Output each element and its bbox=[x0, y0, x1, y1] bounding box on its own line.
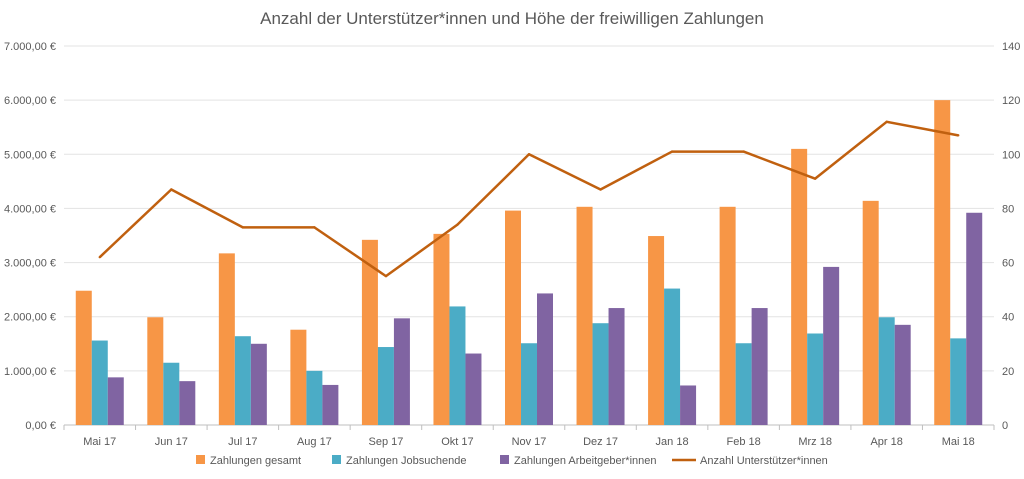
y-right-tick-label: 20 bbox=[1002, 366, 1014, 378]
line-point bbox=[885, 120, 888, 124]
y-left-tick-label: 4.000,00 € bbox=[4, 203, 56, 215]
bar bbox=[537, 293, 553, 425]
bar bbox=[179, 381, 196, 425]
bar bbox=[163, 362, 180, 425]
bar bbox=[966, 212, 983, 425]
y-left-tick-label: 1.000,00 € bbox=[4, 366, 56, 378]
bar bbox=[250, 343, 267, 425]
x-tick-label: Mrz 18 bbox=[798, 436, 832, 448]
x-tick-label: Aug 17 bbox=[297, 436, 332, 448]
line-point bbox=[384, 274, 388, 278]
legend-swatch bbox=[332, 455, 341, 464]
y-right-tick-label: 0 bbox=[1002, 420, 1008, 432]
line-series bbox=[98, 120, 960, 278]
y-right-tick-label: 100 bbox=[1002, 149, 1020, 161]
bar bbox=[894, 324, 911, 425]
y-right-tick-label: 40 bbox=[1002, 312, 1014, 324]
y-left-tick-label: 3.000,00 € bbox=[4, 258, 56, 270]
bar bbox=[664, 288, 681, 425]
line-point bbox=[456, 223, 459, 226]
y-axis-right: 0 20 40 60 80 100 120 140 bbox=[1002, 41, 1020, 432]
x-tick-label: Jul 17 bbox=[228, 436, 257, 448]
y-left-tick-label: 0,00 € bbox=[25, 420, 56, 432]
bar bbox=[950, 338, 967, 425]
x-axis: Mai 17 Jun 17 Jul 17 Aug 17 Sep 17 Okt 17 Nov … bbox=[63, 425, 995, 448]
y-left-tick-label: 2.000,00 € bbox=[4, 312, 56, 324]
bar bbox=[807, 333, 824, 425]
bar bbox=[592, 323, 609, 425]
bar bbox=[608, 308, 625, 425]
x-tick-label: Okt 17 bbox=[441, 436, 473, 448]
line-point bbox=[170, 188, 173, 191]
y-left-tick-label: 6.000,00 € bbox=[4, 95, 56, 107]
bar bbox=[75, 290, 92, 425]
bar bbox=[290, 329, 307, 425]
bars bbox=[75, 100, 983, 426]
line-point bbox=[599, 188, 602, 191]
bar bbox=[680, 385, 697, 425]
bar bbox=[576, 206, 593, 425]
x-tick-label: Jun 17 bbox=[155, 436, 188, 448]
line-point bbox=[742, 150, 745, 153]
bar bbox=[505, 210, 521, 425]
y-right-tick-label: 80 bbox=[1002, 203, 1014, 215]
series-line bbox=[98, 120, 959, 278]
bar bbox=[377, 347, 394, 425]
bar bbox=[521, 343, 537, 425]
bar bbox=[823, 266, 840, 425]
bar bbox=[791, 148, 808, 425]
bar bbox=[751, 308, 768, 425]
legend-swatch bbox=[500, 455, 509, 464]
x-tick-label: Mai 17 bbox=[83, 436, 116, 448]
line-point bbox=[241, 226, 245, 229]
bar bbox=[107, 377, 124, 425]
line-point bbox=[670, 150, 674, 153]
bar bbox=[878, 317, 895, 425]
legend-label: Zahlungen Arbeitgeber*innen bbox=[514, 455, 657, 467]
bar bbox=[449, 306, 466, 425]
x-tick-label: Sep 17 bbox=[368, 436, 403, 448]
bar bbox=[91, 340, 108, 425]
bar bbox=[648, 236, 665, 425]
y-right-tick-label: 120 bbox=[1002, 95, 1020, 107]
x-tick-label: Dez 17 bbox=[583, 436, 618, 448]
bar bbox=[719, 206, 736, 425]
legend-label: Anzahl Unterstützer*innen bbox=[700, 455, 828, 467]
y-right-tick-label: 60 bbox=[1002, 258, 1014, 270]
line-point bbox=[527, 153, 531, 156]
bar bbox=[218, 253, 235, 425]
line-point bbox=[98, 255, 101, 259]
bar bbox=[433, 233, 450, 425]
y-left-tick-label: 7.000,00 € bbox=[4, 41, 56, 53]
line-point bbox=[313, 226, 316, 229]
line-point bbox=[813, 177, 817, 180]
bar bbox=[361, 239, 378, 425]
bar bbox=[862, 200, 879, 425]
y-axis-left: 0,00 € 1.000,00 € 2.000,00 € 3.000,00 € 4.00… bbox=[4, 41, 56, 432]
chart-title: Anzahl der Unterstützer*innen und Höhe d… bbox=[260, 9, 764, 28]
bar bbox=[735, 343, 752, 425]
bar bbox=[393, 318, 410, 425]
x-tick-label: Jan 18 bbox=[656, 436, 689, 448]
bar bbox=[234, 336, 251, 425]
x-tick-label: Mai 18 bbox=[942, 436, 975, 448]
bar bbox=[147, 317, 164, 425]
y-right-tick-label: 140 bbox=[1002, 41, 1020, 53]
x-tick-label: Apr 18 bbox=[870, 436, 902, 448]
legend-label: Zahlungen Jobsuchende bbox=[346, 455, 466, 467]
legend-swatch bbox=[196, 455, 205, 464]
bar bbox=[322, 384, 339, 425]
legend-label: Zahlungen gesamt bbox=[210, 455, 301, 467]
bar bbox=[465, 353, 482, 425]
bar bbox=[934, 100, 951, 426]
x-tick-label: Nov 17 bbox=[512, 436, 547, 448]
legend: Zahlungen gesamt Zahlungen Jobsuchende Zah… bbox=[196, 455, 828, 467]
y-left-tick-label: 5.000,00 € bbox=[4, 149, 56, 161]
line-point bbox=[957, 134, 960, 137]
bar bbox=[306, 370, 323, 425]
x-tick-label: Feb 18 bbox=[726, 436, 760, 448]
